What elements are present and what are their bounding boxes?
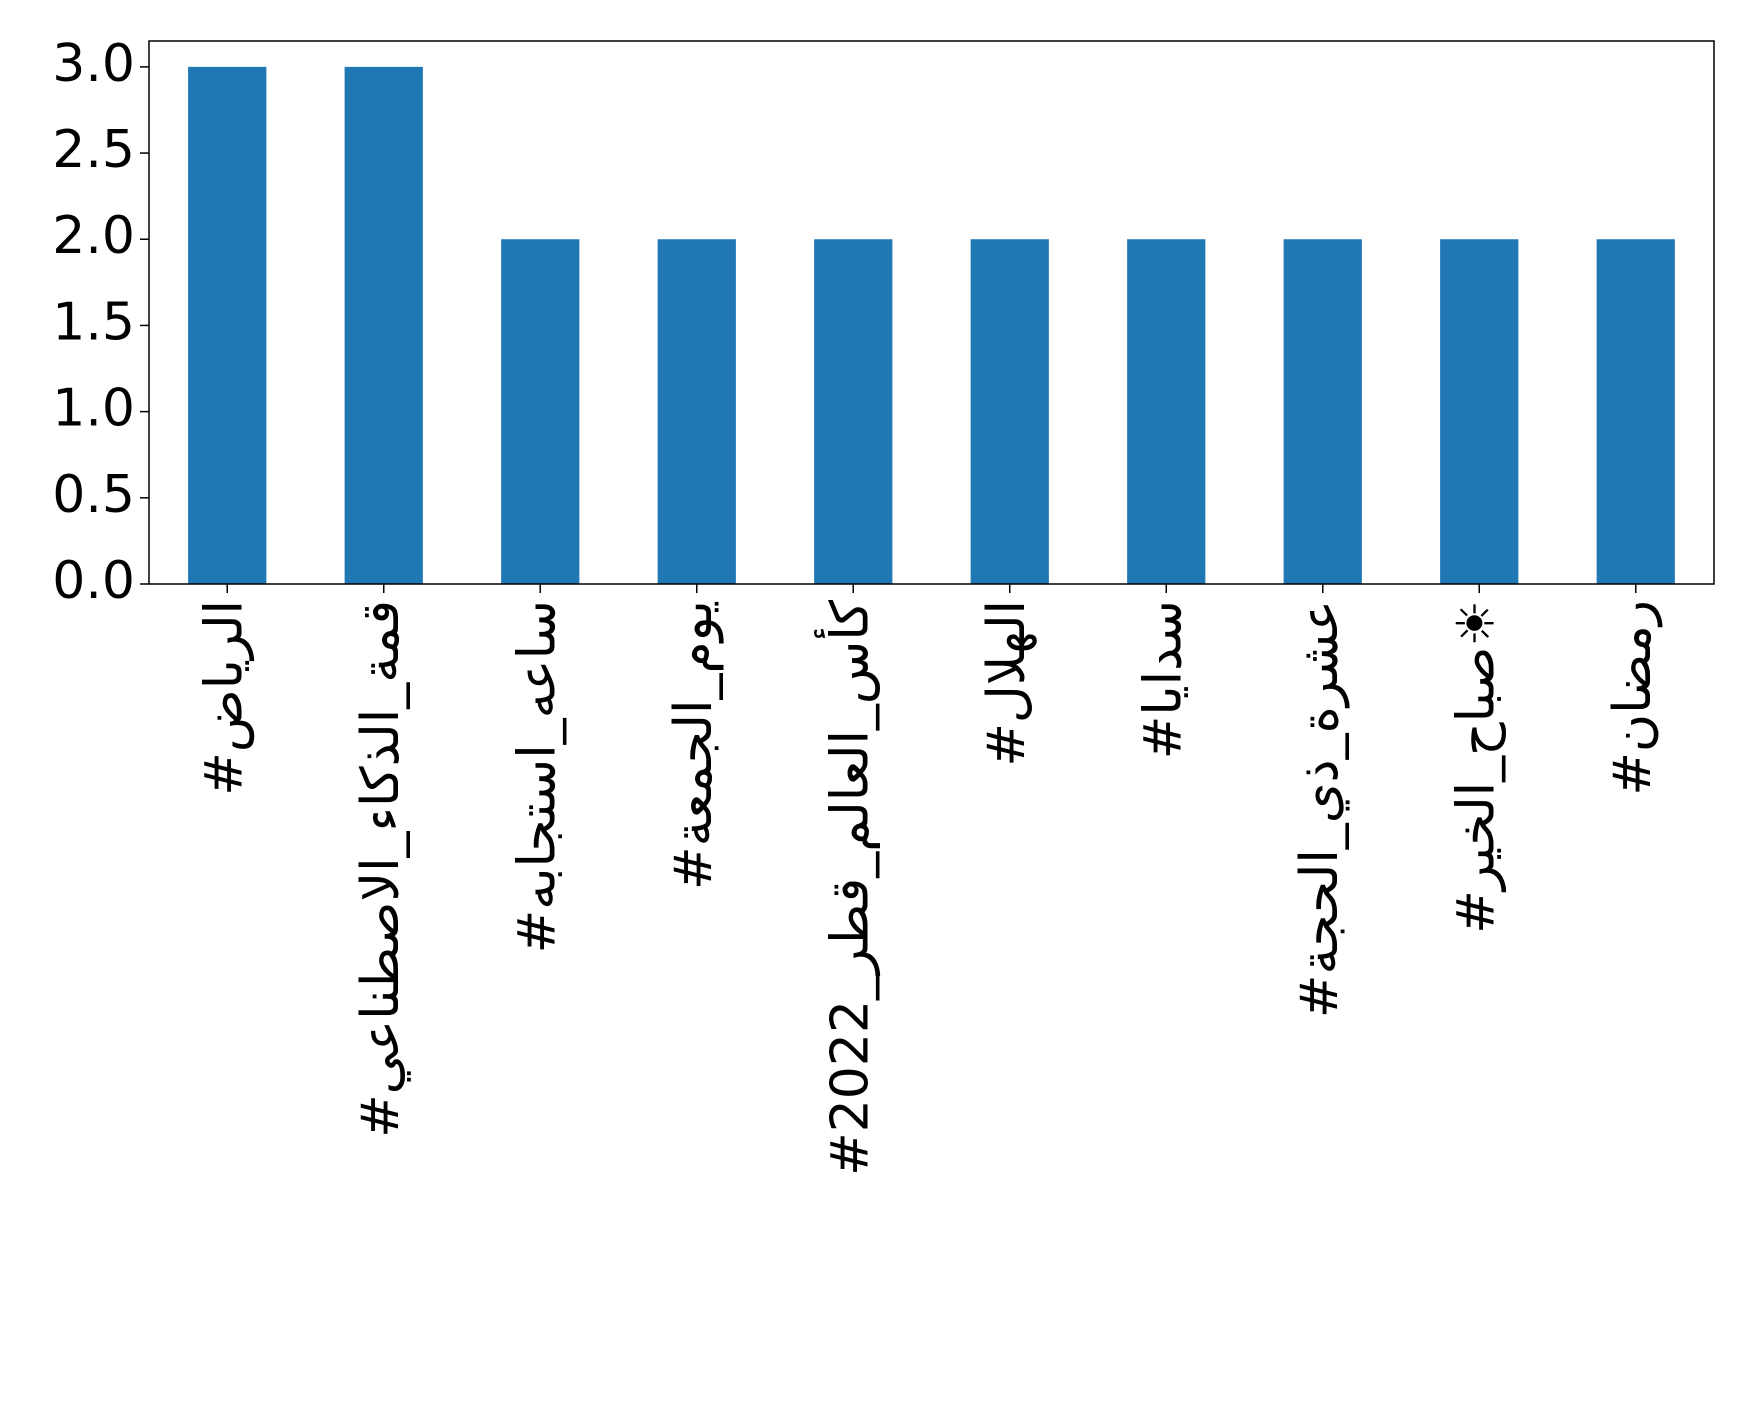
x-tick-label: #قمة_الذكاء_الاصطناعي	[351, 600, 411, 1138]
x-tick-label: #رمضان	[1603, 600, 1663, 796]
bar	[970, 239, 1049, 584]
x-tick-label: #يوم_الجمعة	[664, 600, 724, 890]
bar	[344, 66, 423, 585]
y-tick-label: 1.0	[52, 379, 135, 439]
y-tick-label: 2.0	[52, 206, 135, 266]
bar	[188, 66, 267, 585]
x-tick-label: #صباح_الخير☀	[1446, 600, 1506, 934]
y-tick-label: 2.5	[52, 120, 135, 180]
x-tick-label: #الهلال	[977, 600, 1037, 767]
bar	[501, 239, 580, 584]
x-tick-label: #عشرة_ذي_الحجة	[1290, 600, 1350, 1018]
y-tick-label: 1.5	[52, 292, 135, 352]
bar	[1127, 239, 1206, 584]
bar	[1596, 239, 1675, 584]
x-tick-label: #ساعه_استجابه	[507, 600, 567, 953]
bar	[1283, 239, 1362, 584]
x-tick-label: #سدايا	[1133, 600, 1193, 759]
y-tick-label: 0.0	[52, 551, 135, 611]
bar	[657, 239, 736, 584]
plot-frame	[148, 40, 1715, 585]
bar	[1440, 239, 1519, 584]
x-tick-label: #كأس_العالم_قطر_2022	[813, 600, 880, 1176]
y-tick-label: 0.5	[52, 465, 135, 525]
bar	[814, 239, 893, 584]
y-tick-label: 3.0	[52, 34, 135, 94]
x-tick-label: #الرياض	[194, 600, 254, 796]
